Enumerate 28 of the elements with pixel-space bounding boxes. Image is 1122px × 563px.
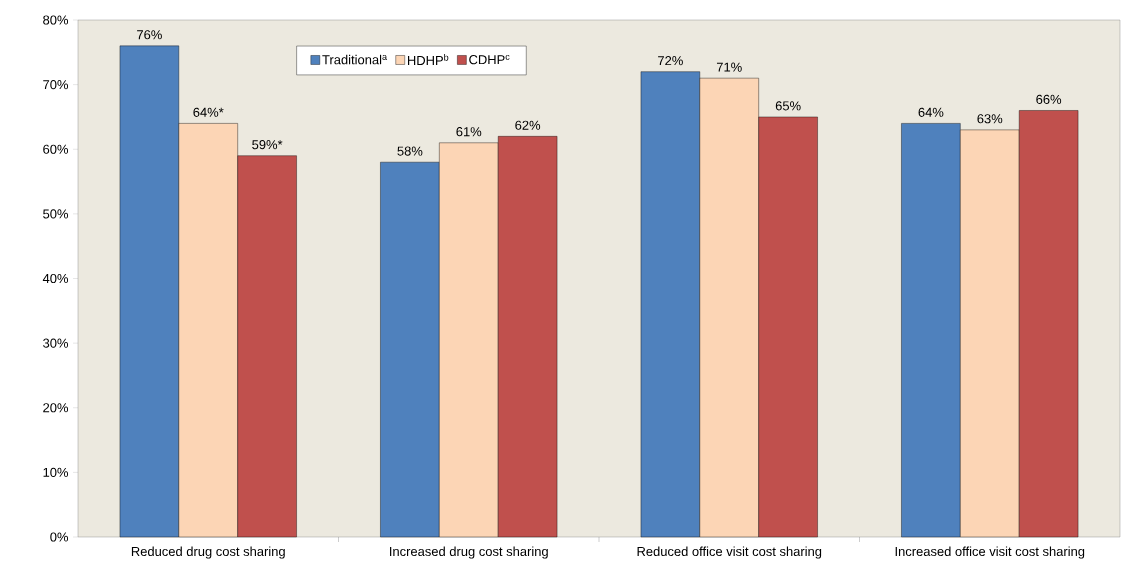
x-tick-label: Increased drug cost sharing — [390, 546, 548, 559]
y-tick-label: 80% — [43, 15, 69, 25]
data-label: 63% — [977, 114, 1003, 124]
data-label: 58% — [397, 146, 423, 156]
y-tick-label: 30% — [43, 338, 69, 348]
data-label: 65% — [775, 101, 801, 111]
data-label: 71% — [716, 62, 742, 72]
legend-label: Traditional$^{a}$ — [322, 54, 388, 65]
y-tick-label: 50% — [43, 209, 69, 219]
x-tick-label: Increased office visit cost sharing — [895, 546, 1085, 559]
y-tick-label: 0% — [50, 532, 69, 542]
data-label: 64%* — [193, 107, 224, 117]
y-tick-label: 60% — [43, 144, 69, 154]
data-label: 61% — [456, 127, 482, 137]
legend-label: CDHP$^{c}$ — [469, 54, 510, 65]
data-label: 62% — [515, 120, 541, 130]
y-tick-label: 70% — [43, 80, 69, 90]
y-tick-label: 40% — [42, 273, 69, 284]
data-label: 66% — [1036, 94, 1062, 104]
y-tick-label: 20% — [43, 403, 69, 413]
y-tick-label: 10% — [43, 467, 69, 477]
data-label: 72% — [658, 56, 683, 66]
data-label: 59%* — [252, 140, 283, 150]
legend-label: HDHP$^{b}$ — [407, 54, 449, 65]
data-label: 76% — [137, 30, 162, 40]
x-tick-label: Reduced office visit cost sharing — [637, 546, 822, 559]
data-label: 64% — [918, 107, 944, 117]
x-tick-label: Reduced drug cost sharing — [131, 546, 285, 559]
